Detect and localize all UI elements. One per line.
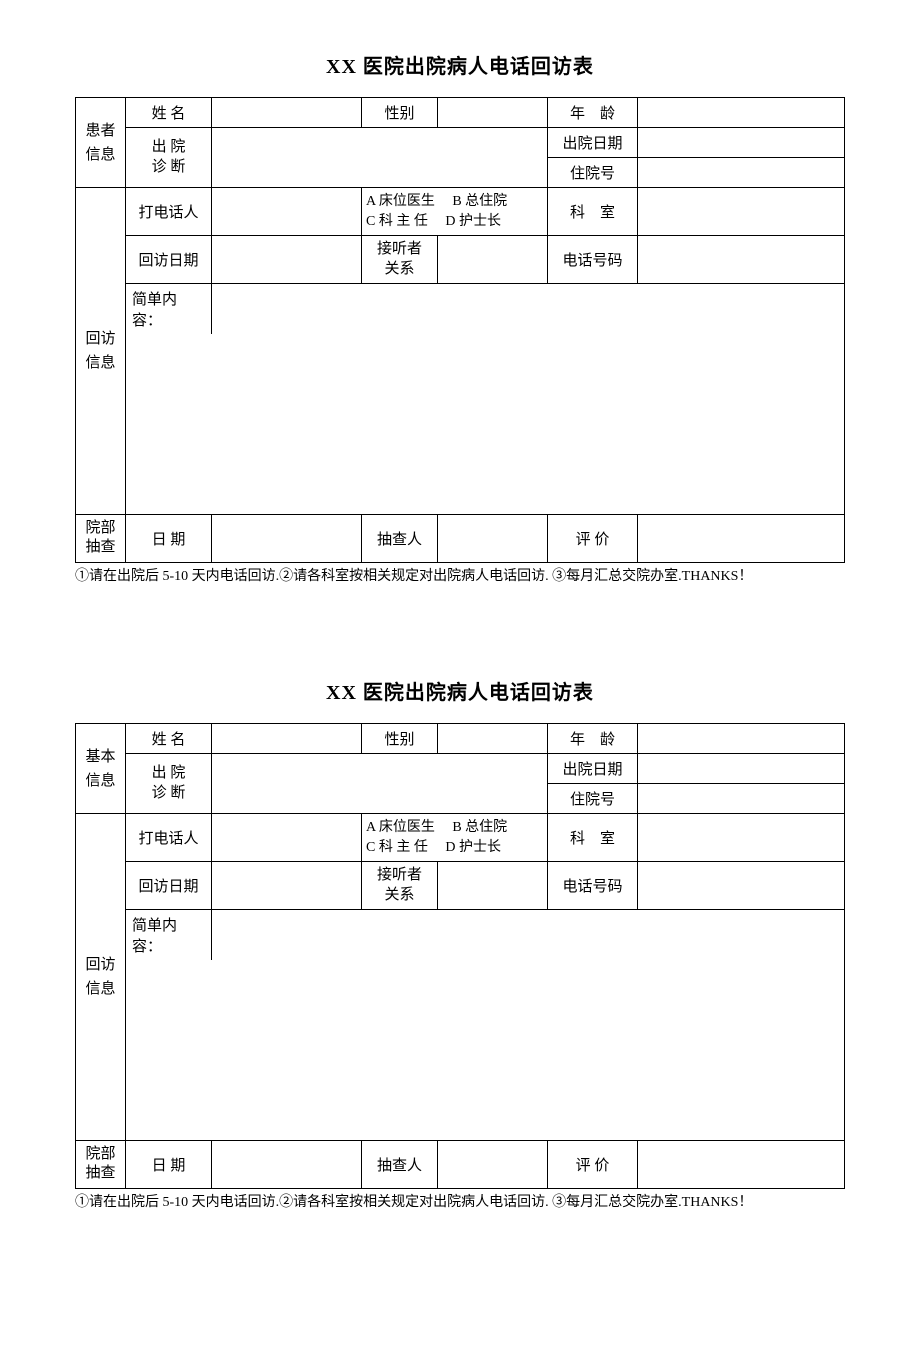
caller-options: A 床位医生 B 总住院 C 科 主 任 D 护士长 (362, 188, 548, 236)
value-discharge-date (638, 754, 845, 784)
opt-a: A 床位医生 (366, 194, 435, 209)
label-discharge-diag-l1: 出 院 (152, 765, 186, 781)
value-phone (638, 862, 845, 910)
label-gender: 性别 (362, 724, 438, 754)
value-department (638, 188, 845, 236)
label-listener: 接听者 关系 (362, 236, 438, 284)
value-visit-date (212, 862, 362, 910)
opt-c: C 科 主 任 (366, 840, 428, 855)
label-caller: 打电话人 (126, 188, 212, 236)
opt-d: D 护士长 (445, 214, 501, 229)
followup-table: 基本信息 姓 名 性别 年 龄 出 院 诊 断 出院日期 住院号 回访信息 打电… (75, 723, 845, 1189)
label-listener-l1: 接听者 (377, 867, 422, 883)
label-discharge-diag-l2: 诊 断 (152, 785, 186, 801)
label-phone: 电话号码 (548, 862, 638, 910)
value-hospital-no (638, 158, 845, 188)
label-visit-date: 回访日期 (126, 236, 212, 284)
brief-header-span (212, 284, 845, 335)
label-discharge-diag-l2: 诊 断 (152, 159, 186, 175)
value-date (212, 514, 362, 562)
label-age: 年 龄 (548, 98, 638, 128)
label-discharge-diag-l1: 出 院 (152, 139, 186, 155)
label-visit-date: 回访日期 (126, 862, 212, 910)
label-date: 日 期 (126, 1140, 212, 1188)
label-discharge-diag: 出 院 诊 断 (126, 754, 212, 814)
section-visit-info: 回访信息 (76, 814, 126, 1141)
value-caller (212, 814, 362, 862)
label-caller: 打电话人 (126, 814, 212, 862)
label-hospital-no: 住院号 (548, 784, 638, 814)
form-title: XX 医院出院病人电话回访表 (75, 676, 845, 705)
label-department: 科 室 (548, 188, 638, 236)
section-hospital-check: 院部抽查 (76, 514, 126, 562)
value-age (638, 724, 845, 754)
value-name (212, 724, 362, 754)
label-listener-l1: 接听者 (377, 241, 422, 257)
label-eval: 评 价 (548, 1140, 638, 1188)
opt-c: C 科 主 任 (366, 214, 428, 229)
value-phone (638, 236, 845, 284)
footnote: ①请在出院后 5-10 天内电话回访.②请各科室按相关规定对出院病人电话回访. … (75, 1193, 845, 1213)
value-brief (126, 960, 845, 1140)
value-name (212, 98, 362, 128)
label-discharge-diag: 出 院 诊 断 (126, 128, 212, 188)
value-caller (212, 188, 362, 236)
value-listener (438, 236, 548, 284)
value-discharge-diag (212, 754, 548, 814)
value-brief (126, 334, 845, 514)
label-brief: 简单内容： (126, 284, 212, 335)
opt-a: A 床位医生 (366, 820, 435, 835)
opt-b: B 总住院 (452, 820, 507, 835)
label-phone: 电话号码 (548, 236, 638, 284)
value-department (638, 814, 845, 862)
section-hospital-check: 院部抽查 (76, 1140, 126, 1188)
value-discharge-date (638, 128, 845, 158)
label-discharge-date: 出院日期 (548, 128, 638, 158)
label-checker: 抽查人 (362, 1140, 438, 1188)
section-visit-info: 回访信息 (76, 188, 126, 515)
caller-options: A 床位医生 B 总住院 C 科 主 任 D 护士长 (362, 814, 548, 862)
label-name: 姓 名 (126, 98, 212, 128)
label-brief: 简单内容： (126, 910, 212, 961)
label-age: 年 龄 (548, 724, 638, 754)
label-date: 日 期 (126, 514, 212, 562)
label-checker: 抽查人 (362, 514, 438, 562)
value-hospital-no (638, 784, 845, 814)
label-listener: 接听者 关系 (362, 862, 438, 910)
label-gender: 性别 (362, 98, 438, 128)
form-block-1: XX 医院出院病人电话回访表 患者信息 姓 名 性别 年 龄 出 院 诊 断 出… (75, 50, 845, 586)
value-gender (438, 98, 548, 128)
footnote: ①请在出院后 5-10 天内电话回访.②请各科室按相关规定对出院病人电话回访. … (75, 567, 845, 587)
value-discharge-diag (212, 128, 548, 188)
section-patient-info: 患者信息 (76, 98, 126, 188)
label-eval: 评 价 (548, 514, 638, 562)
value-eval (638, 1140, 845, 1188)
value-listener (438, 862, 548, 910)
label-listener-l2: 关系 (384, 261, 414, 277)
value-eval (638, 514, 845, 562)
label-department: 科 室 (548, 814, 638, 862)
label-name: 姓 名 (126, 724, 212, 754)
label-listener-l2: 关系 (384, 887, 414, 903)
value-visit-date (212, 236, 362, 284)
opt-b: B 总住院 (452, 194, 507, 209)
section-basic-info: 基本信息 (76, 724, 126, 814)
form-block-2: XX 医院出院病人电话回访表 基本信息 姓 名 性别 年 龄 出 院 诊 断 出… (75, 676, 845, 1212)
value-age (638, 98, 845, 128)
followup-table: 患者信息 姓 名 性别 年 龄 出 院 诊 断 出院日期 住院号 回访信息 打电… (75, 97, 845, 563)
form-title: XX 医院出院病人电话回访表 (75, 50, 845, 79)
brief-header-span (212, 910, 845, 961)
value-checker (438, 1140, 548, 1188)
value-date (212, 1140, 362, 1188)
value-checker (438, 514, 548, 562)
opt-d: D 护士长 (445, 840, 501, 855)
label-hospital-no: 住院号 (548, 158, 638, 188)
value-gender (438, 724, 548, 754)
label-discharge-date: 出院日期 (548, 754, 638, 784)
